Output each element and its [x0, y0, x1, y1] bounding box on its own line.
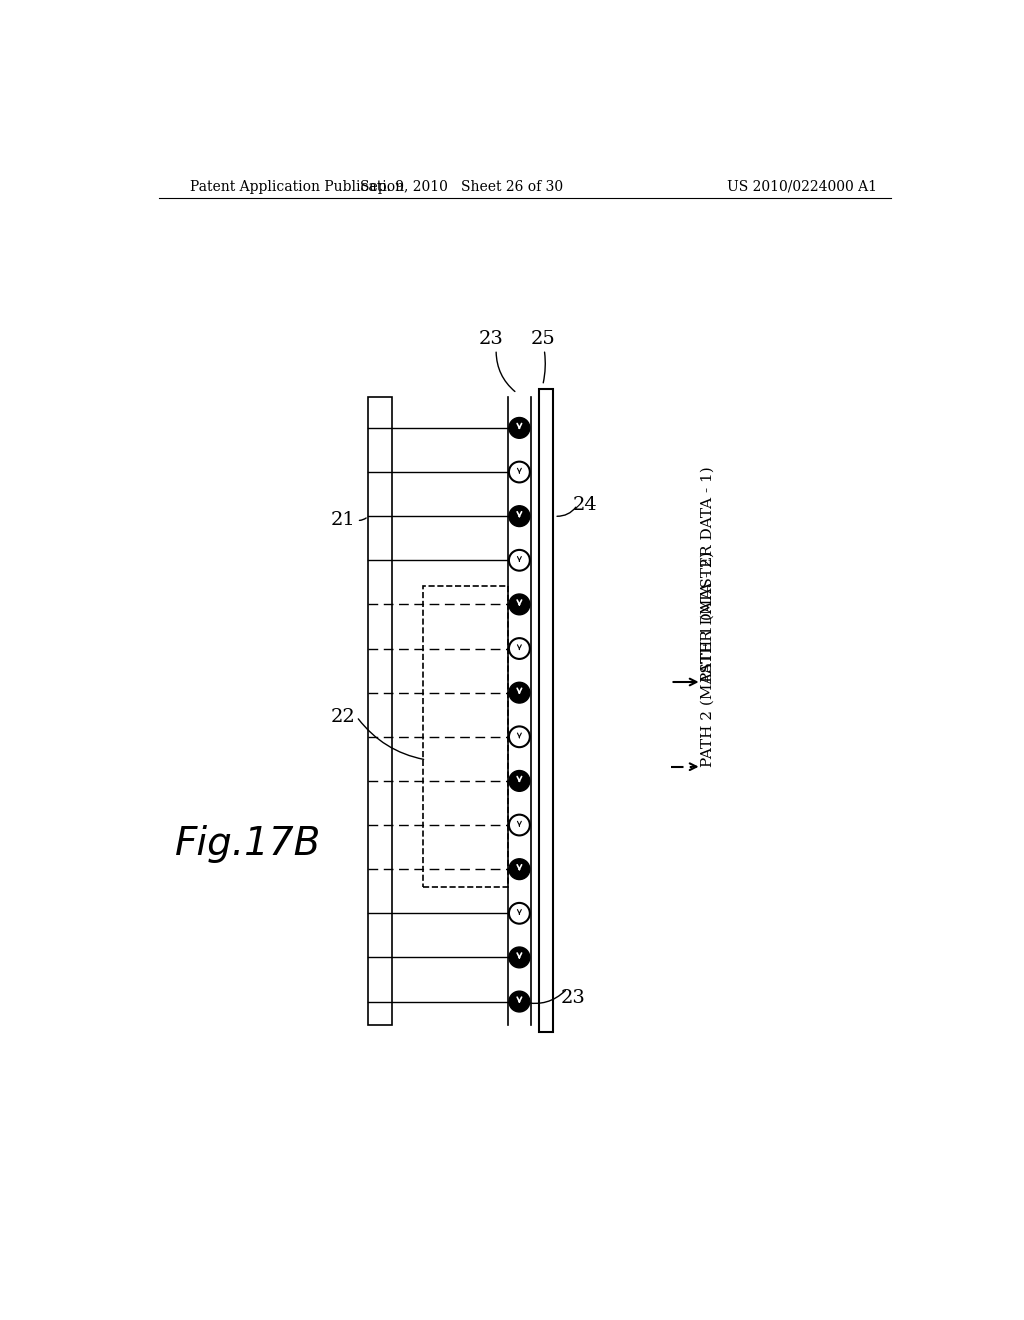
- Circle shape: [509, 991, 529, 1012]
- Text: 23: 23: [478, 330, 503, 348]
- FancyArrowPatch shape: [524, 990, 565, 1003]
- Circle shape: [509, 859, 529, 879]
- Circle shape: [509, 594, 529, 615]
- Bar: [369, 397, 391, 1024]
- Text: Fig.17B: Fig.17B: [174, 825, 321, 863]
- Circle shape: [509, 771, 529, 791]
- Text: PATH 2 (MASTER DATA - 2): PATH 2 (MASTER DATA - 2): [700, 550, 715, 767]
- Text: Sep. 9, 2010   Sheet 26 of 30: Sep. 9, 2010 Sheet 26 of 30: [359, 180, 563, 194]
- Text: PATH 1 (MASTER DATA - 1): PATH 1 (MASTER DATA - 1): [700, 466, 715, 682]
- Circle shape: [509, 682, 529, 704]
- Text: 22: 22: [331, 708, 355, 726]
- FancyArrowPatch shape: [358, 719, 424, 759]
- Text: US 2010/0224000 A1: US 2010/0224000 A1: [727, 180, 878, 194]
- Circle shape: [509, 946, 529, 968]
- Bar: [423, 586, 508, 887]
- Text: 25: 25: [530, 330, 555, 348]
- FancyArrowPatch shape: [497, 352, 515, 392]
- FancyArrowPatch shape: [359, 517, 367, 520]
- Circle shape: [509, 506, 529, 527]
- Text: 23: 23: [561, 989, 586, 1007]
- FancyArrowPatch shape: [557, 507, 575, 516]
- Text: 21: 21: [331, 511, 355, 529]
- Text: 24: 24: [572, 496, 598, 513]
- Bar: [539, 389, 553, 1032]
- Circle shape: [509, 417, 529, 438]
- Text: Patent Application Publication: Patent Application Publication: [190, 180, 404, 194]
- FancyArrowPatch shape: [544, 352, 546, 383]
